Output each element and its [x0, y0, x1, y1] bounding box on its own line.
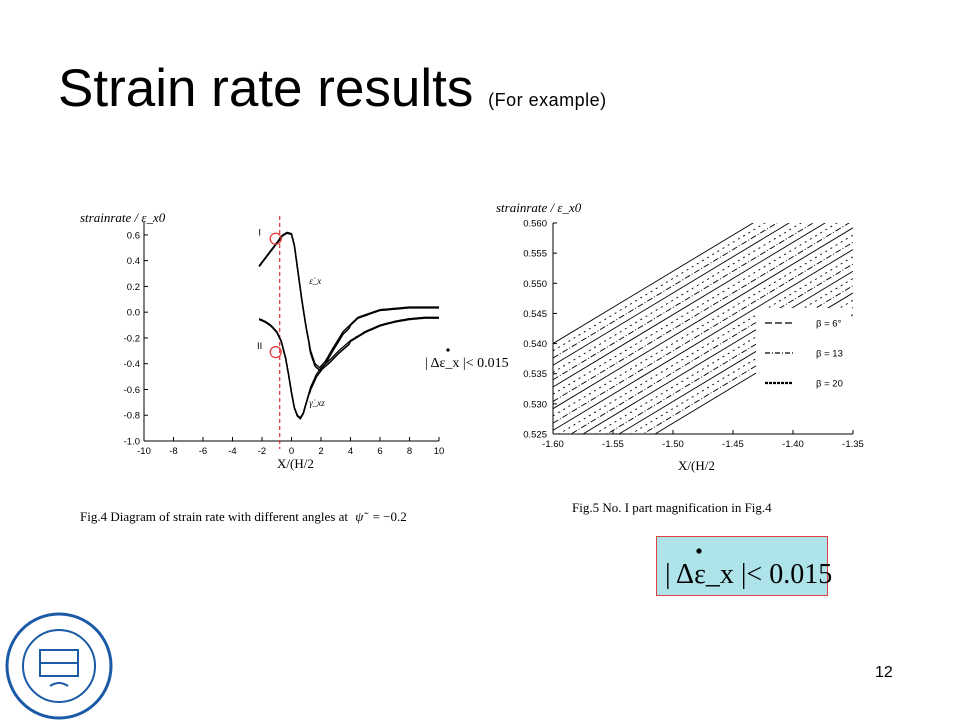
fig4-marker-label: II [257, 341, 262, 352]
fig5-legend-label: β = 20 [816, 379, 843, 390]
fig5-curve-line [582, 270, 853, 434]
fig5-curve-line [553, 223, 802, 373]
fig5-ytick-label: 0.560 [523, 219, 547, 230]
fig4-ytick-label: 0.4 [127, 256, 140, 267]
fig4-xtick-label: -6 [199, 446, 207, 457]
formula-text: | Δε_x |< 0.015 [665, 559, 832, 590]
logo-inner-ring [22, 629, 96, 703]
fig5-xtick-label: -1.60 [542, 439, 564, 450]
fig4-caption-symbol: ψ̃ [355, 509, 364, 524]
fig4-series-label: γ̇_xz [309, 398, 325, 408]
fig5-curve-line [553, 234, 853, 417]
fig4-ytick-label: 0.0 [127, 308, 140, 319]
fig5-ytick-label: 0.550 [523, 279, 547, 290]
fig5-xtick-label: -1.45 [722, 439, 744, 450]
fig5-ylabel: strainrate / ε_x0 [496, 200, 582, 215]
fig5-curve-line [553, 223, 850, 402]
fig5-curve-line [553, 223, 790, 366]
fig5-curve-line [553, 241, 853, 424]
fig4-series-line [258, 316, 439, 419]
fig4-xtick-label: -4 [228, 446, 236, 457]
fig4-xtick-label: 10 [434, 446, 445, 457]
fig4-series-line-band [258, 232, 439, 372]
fig4-ytick-label: 0.6 [127, 230, 140, 241]
fig4-series-line [258, 231, 439, 369]
fig4-ytick-label: -0.4 [124, 359, 140, 370]
fig5-curve-line [553, 223, 826, 388]
fig5-legend-label: β = 13 [816, 349, 843, 360]
fig4-xtick-label: -10 [137, 446, 151, 457]
fig5-xtick-label: -1.50 [662, 439, 684, 450]
page-number: 12 [875, 664, 893, 681]
fig5-curve-line [553, 227, 853, 410]
fig5-curve-line [553, 223, 778, 359]
fig4-chart: -10 -8 -6 -4 -2 0 2 4 6 8 10 -1.0 -0.8 -0.6 -0.4 -0.2 0.… [80, 210, 509, 471]
slide-title: Strain rate results (For example) [58, 58, 607, 119]
fig4-xtick-label: 6 [377, 446, 382, 457]
formula-graphic: | Δε_x |< 0.015 [665, 548, 832, 590]
fig4-annotation-dot [446, 348, 450, 352]
fig4-ytick-label: 0.2 [127, 282, 140, 293]
fig5-curve-line [553, 223, 754, 344]
fig4-xtick-label: -2 [258, 446, 266, 457]
fig4-caption-text: Fig.4 Diagram of strain rate with differ… [80, 509, 348, 524]
fig5-curve-line [630, 299, 853, 434]
title-main: Strain rate results [58, 59, 474, 118]
fig4-marker-label: I [258, 228, 261, 239]
fig5-curve-line [594, 278, 853, 434]
logo-outer-ring [5, 612, 113, 720]
fig4-marker-circle [269, 346, 282, 359]
fig5-chart: -1.60 -1.55 -1.50 -1.45 -1.40 -1.35 0.525 0.530… [496, 200, 864, 473]
fig5-curve-line [558, 256, 853, 434]
fig4-marker-circle [269, 232, 282, 245]
fig5-curve-line [553, 223, 766, 352]
formula-box: | Δε_x |< 0.015 [656, 536, 832, 596]
fig5-xtick-label: -1.55 [602, 439, 624, 450]
fig4-xtick-label: 0 [289, 446, 294, 457]
fig5-xtick-label: -1.35 [842, 439, 864, 450]
fig4-xtick-label: 4 [348, 446, 353, 457]
fig4-ylabel: strainrate / ε_x0 [80, 210, 166, 225]
fig4-annotation: | Δε_x |< 0.015 [425, 356, 509, 371]
fig5-ytick-label: 0.555 [523, 249, 547, 260]
fig4-xtick-label: 8 [407, 446, 412, 457]
fig4-ytick-label: -1.0 [124, 437, 140, 448]
fig5-curve-line [553, 223, 814, 381]
logo-wave [49, 682, 69, 687]
formula-dot [696, 548, 702, 554]
fig5-curve-line [553, 249, 853, 431]
fig5-ytick-label: 0.525 [523, 430, 547, 441]
fig4-ytick-label: -0.8 [124, 411, 140, 422]
fig4-xtick-label: 2 [318, 446, 323, 457]
fig4-ytick-label: -0.2 [124, 333, 140, 344]
fig4-caption-value: = −0.2 [372, 509, 407, 524]
fig5-ytick-label: 0.545 [523, 309, 547, 320]
title-subtitle: (For example) [488, 90, 607, 110]
university-logo [5, 612, 113, 720]
fig5-ytick-label: 0.535 [523, 369, 547, 380]
fig5-caption: Fig.5 No. I part magnification in Fig.4 [572, 500, 772, 515]
fig5-ytick-label: 0.540 [523, 339, 547, 350]
fig4-xtick-label: -8 [169, 446, 177, 457]
fig5-legend-label: β = 6° [816, 319, 842, 330]
fig4-caption: Fig.4 Diagram of strain rate with differ… [80, 509, 407, 525]
fig4-xlabel: X/(H/2 [277, 456, 314, 471]
fig5-curve-line [553, 223, 838, 395]
fig5-xlabel: X/(H/2 [678, 458, 715, 473]
fig5-ytick-label: 0.530 [523, 399, 547, 410]
fig5-xtick-label: -1.40 [782, 439, 804, 450]
fig4-series-label: ε̇_x [309, 276, 321, 286]
fig4-ytick-label: -0.6 [124, 385, 140, 396]
fig4-series-line-band [258, 317, 439, 420]
fig5-curve-line [570, 263, 853, 434]
